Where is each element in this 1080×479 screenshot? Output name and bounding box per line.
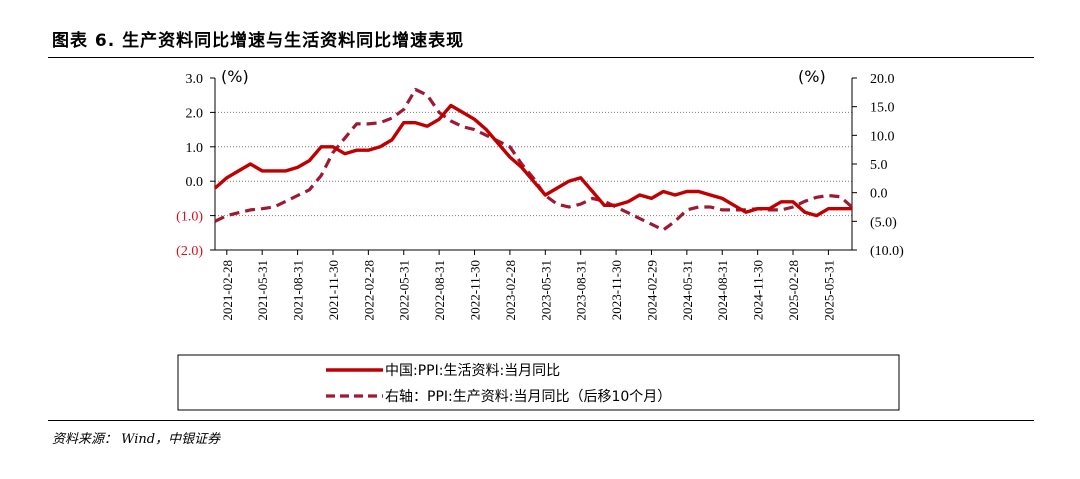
- x-tick-label: 2022-11-30: [468, 260, 483, 320]
- left-tick-label: 1.0: [186, 141, 204, 156]
- x-tick-label: 2024-08-31: [715, 260, 730, 321]
- footer-rule: [48, 420, 1034, 421]
- line-chart: 3.0 2.0 1.0 0.0 (1.0) (2.0) 20.0 15.0 10.0 5.0 0.…: [176, 67, 904, 411]
- right-tick-label: 5.0: [870, 158, 888, 173]
- x-tick-label: 2025-02-28: [786, 260, 801, 321]
- x-tick-label: 2024-11-30: [751, 260, 766, 320]
- x-tick-label: 2025-05-31: [821, 260, 836, 321]
- left-axis-ticks: 3.0 2.0 1.0 0.0 (1.0) (2.0): [176, 72, 215, 259]
- left-tick-label: (1.0): [176, 210, 203, 225]
- x-tick-label: 2023-02-28: [503, 260, 518, 321]
- left-tick-label: 0.0: [186, 175, 204, 190]
- right-tick-label: (5.0): [870, 215, 897, 230]
- right-axis-ticks: 20.0 15.0 10.0 5.0 0.0 (5.0) (10.0): [852, 72, 904, 259]
- legend-box: [177, 354, 900, 411]
- legend-label-producer-goods: 右轴：PPI:生产资料:当月同比（后移10个月）: [385, 389, 671, 405]
- right-tick-label: 0.0: [870, 187, 888, 202]
- left-unit-label: (%): [221, 67, 249, 86]
- right-tick-label: (10.0): [870, 244, 904, 259]
- x-tick-label: 2023-05-31: [538, 260, 553, 321]
- series-line-producer-goods: [214, 87, 854, 232]
- x-tick-label: 2022-05-31: [397, 260, 412, 321]
- right-unit-label: (%): [798, 67, 826, 86]
- x-axis-ticks: 2021-02-28 2021-05-31 2021-08-31 2021-11-30…: [220, 250, 836, 321]
- x-tick-label: 2024-02-29: [644, 260, 659, 321]
- x-tick-label: 2021-11-30: [326, 260, 341, 320]
- x-tick-label: 2023-11-30: [609, 260, 624, 320]
- right-tick-label: 10.0: [870, 129, 895, 144]
- title-rule: [48, 57, 1034, 58]
- right-tick-label: 15.0: [870, 101, 895, 116]
- x-tick-label: 2021-05-31: [255, 260, 270, 321]
- chart-title: 图表 6. 生产资料同比增速与生活资料同比增速表现: [52, 31, 465, 51]
- x-tick-label: 2022-02-28: [361, 260, 376, 321]
- x-tick-label: 2021-08-31: [291, 260, 306, 321]
- left-tick-label: 2.0: [186, 106, 204, 121]
- x-tick-label: 2022-08-31: [432, 260, 447, 321]
- x-tick-label: 2023-08-31: [574, 260, 589, 321]
- x-tick-label: 2024-05-31: [680, 260, 695, 321]
- left-tick-label: (2.0): [176, 244, 203, 259]
- source-note: 资料来源： Wind，中银证券: [52, 432, 221, 447]
- right-tick-label: 20.0: [870, 72, 895, 87]
- series-line-consumer-goods: [213, 103, 852, 218]
- left-tick-label: 3.0: [186, 72, 204, 87]
- x-tick-label: 2021-02-28: [220, 260, 235, 321]
- legend-label-consumer-goods: 中国:PPI:生活资料:当月同比: [385, 363, 560, 379]
